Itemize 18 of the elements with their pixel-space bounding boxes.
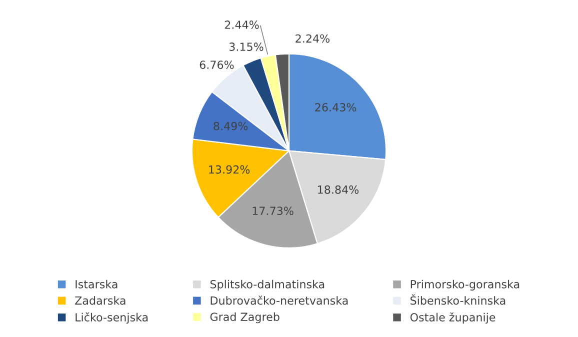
data-label: 8.49% (214, 122, 248, 130)
legend-label: Splitsko-dalmatinska (210, 280, 324, 291)
legend-label: Grad Zagreb (210, 312, 280, 324)
legend-label: Istarska (76, 280, 118, 288)
data-label: 17.73% (252, 206, 294, 216)
legend-label: Zadarska (75, 296, 126, 305)
data-label: 2.24% (296, 34, 330, 43)
data-label: 13.92% (209, 165, 250, 174)
data-label: 26.43% (315, 103, 356, 112)
legend-label: Primorsko-goranska (410, 280, 520, 291)
data-label: 3.15% (229, 42, 264, 51)
data-label: 18.84% (318, 185, 359, 194)
legend-label: Dubrovačko-neretvanska (210, 296, 348, 305)
legend-label: Ostale županije (410, 312, 496, 324)
data-label: 2.44% (224, 20, 259, 29)
legend-label: Ličko-senjska (76, 312, 148, 324)
data-label: 6.76% (200, 60, 234, 70)
legend-label: Šibensko-kninska (410, 294, 506, 305)
